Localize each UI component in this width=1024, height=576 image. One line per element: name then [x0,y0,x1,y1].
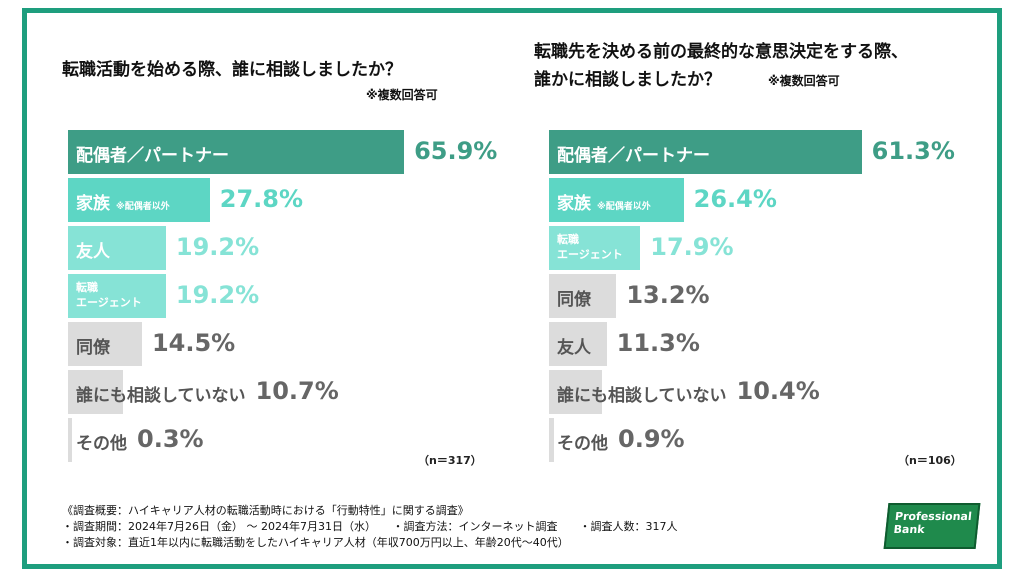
left-bar-label-4: 転職 エージェント [76,281,142,309]
right-value-label-3: 17.9% [650,233,734,261]
left-bar-label-1: 配偶者／パートナー [76,146,229,166]
right-value-label-4: 13.2% [626,281,710,309]
right-value-label-5: 11.3% [616,329,700,357]
left-chart-note: ※複数回答可 [366,88,438,102]
chart-frame [22,8,1002,569]
right-bar-label-6: 誰にも相談していない [557,386,727,406]
left-bar-label-7: その他 [76,434,127,454]
left-bar-label-6: 誰にも相談していない [76,386,246,406]
left-value-label-6: 10.7% [255,377,339,405]
right-chart-title-line1: 転職先を決める前の最終的な意思決定をする際、 [534,42,908,62]
left-bar-4 [68,274,166,318]
footer-survey-overview: 《調査概要：ハイキャリア人材の転職活動時における「行動特性」に関する調査》 [62,504,469,517]
footer-survey-period: ・調査期間：2024年7月26日（金） 〜 2024年7月31日（水） ・調査方… [62,520,678,533]
right-value-label-1: 61.3% [871,137,955,165]
left-bar-label-2: 家族 ※配偶者以外 [76,194,170,214]
left-value-label-1: 65.9% [414,137,498,165]
right-bar-label-7: その他 [557,434,608,454]
right-bar-1 [549,130,862,174]
professional-bank-logo: Professional Bank [883,503,981,549]
right-bar-2 [549,178,684,222]
right-value-label-6: 10.4% [736,377,820,405]
right-bar-label-1: 配偶者／パートナー [557,146,710,166]
right-bar-4 [549,274,617,318]
right-bar-label-3: 転職 エージェント [557,233,623,261]
right-bar-label-2: 家族 ※配偶者以外 [557,194,651,214]
left-bar-label-3: 友人 [76,242,110,262]
left-sample-size: （n＝317） [418,454,482,467]
left-bar-6 [68,370,123,414]
logo-text-line1: Professional [894,510,973,523]
left-bar-2 [68,178,210,222]
right-bar-label-4: 同僚 [557,290,591,310]
right-sample-size: （n＝106） [898,454,962,467]
left-value-label-5: 14.5% [151,329,236,357]
left-value-label-2: 27.8% [219,185,304,213]
left-value-label-7: 0.3% [137,425,204,453]
logo-text-line2: Bank [892,523,926,536]
right-value-label-7: 0.9% [618,425,685,453]
left-bar-label-5: 同僚 [76,338,110,358]
left-chart-title: 転職活動を始める際、誰に相談しましたか？ [62,60,402,80]
left-bar-3 [68,226,166,270]
right-chart-note: ※複数回答可 [768,74,840,88]
left-bar-1 [68,130,405,174]
left-bar-5 [68,322,142,366]
right-bar-label-5: 友人 [557,338,591,358]
footer-survey-target: ・調査対象：直近1年以内に転職活動をしたハイキャリア人材（年収700万円以上、年… [62,536,569,549]
right-bar-7 [549,418,554,462]
left-bar-7 [68,418,72,462]
right-bar-3 [549,226,641,270]
right-bar-5 [549,322,607,366]
right-value-label-2: 26.4% [693,185,777,213]
right-bar-6 [549,370,603,414]
left-value-label-3: 19.2% [175,233,260,261]
right-chart-title-line2: 誰かに相談しましたか？ [534,70,721,90]
left-value-label-4: 19.2% [175,281,260,309]
